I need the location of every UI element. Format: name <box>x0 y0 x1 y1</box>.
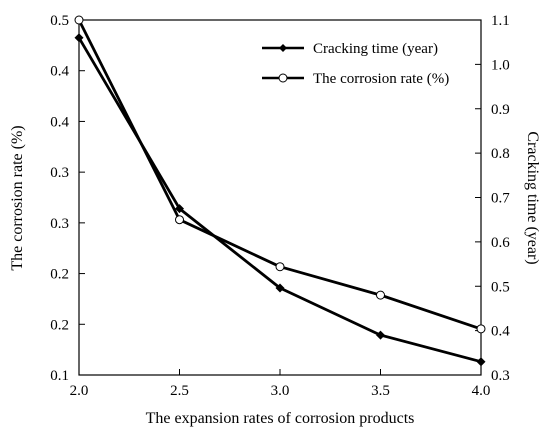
left-y-tick-label: 0.1 <box>50 368 69 384</box>
right-y-tick-label: 1.0 <box>491 57 510 73</box>
data-point-circle <box>476 324 486 334</box>
left-y-tick-label: 0.3 <box>50 216 69 232</box>
x-tick-label: 4.0 <box>472 383 491 399</box>
left-y-axis-ticks: 0.1 0.2 0.2 0.3 0.3 0.4 0.4 0.5 <box>50 13 85 384</box>
left-y-tick-label: 0.2 <box>50 267 69 283</box>
right-y-axis-ticks: 0.3 0.4 0.5 0.6 0.7 0.8 0.9 1.0 1.1 <box>475 13 510 384</box>
right-y-tick-label: 0.7 <box>491 191 510 207</box>
left-y-tick-label: 0.5 <box>50 13 69 29</box>
legend-label-cracking-time: Cracking time (year) <box>313 41 438 57</box>
data-point-diamond <box>275 283 285 293</box>
x-axis-title: The expansion rates of corrosion product… <box>146 410 415 427</box>
right-y-tick-label: 0.4 <box>491 324 510 340</box>
x-tick-label: 2.0 <box>70 383 89 399</box>
left-y-tick-label: 0.3 <box>50 165 69 181</box>
left-y-tick-label: 0.4 <box>50 114 69 130</box>
legend-circle-marker <box>278 73 288 83</box>
data-point-diamond <box>175 204 184 214</box>
right-y-tick-label: 1.1 <box>491 13 510 29</box>
series-line-1 <box>77 19 482 331</box>
x-tick-label: 3.5 <box>371 383 390 399</box>
x-tick-label: 2.5 <box>170 383 189 399</box>
left-y-tick-label: 0.2 <box>50 317 69 333</box>
x-tick-label: 3.0 <box>271 383 290 399</box>
data-point-diamond <box>74 33 84 43</box>
data-point-circle <box>74 15 84 25</box>
series-group <box>74 15 486 367</box>
right-y-tick-label: 0.6 <box>491 235 510 251</box>
right-y-tick-label: 0.5 <box>491 279 510 295</box>
legend: Cracking time (year) The corrosion rate … <box>262 41 449 87</box>
right-y-tick-label: 0.8 <box>491 146 510 162</box>
left-y-tick-label: 0.4 <box>50 64 69 80</box>
right-y-tick-label: 0.3 <box>491 368 510 384</box>
right-y-axis-title: Cracking time (year) <box>524 131 541 264</box>
data-point-circle <box>376 290 385 300</box>
x-axis-ticks: 2.0 2.5 3.0 3.5 4.0 <box>70 369 491 399</box>
legend-label-corrosion-rate: The corrosion rate (%) <box>313 71 449 87</box>
data-point-circle <box>275 262 285 272</box>
data-point-diamond <box>476 357 486 367</box>
data-point-diamond <box>376 330 385 340</box>
legend-diamond-marker <box>279 44 287 52</box>
left-y-axis-title: The corrosion rate (%) <box>9 125 26 270</box>
right-y-tick-label: 0.9 <box>491 102 510 118</box>
data-point-circle <box>175 215 184 225</box>
